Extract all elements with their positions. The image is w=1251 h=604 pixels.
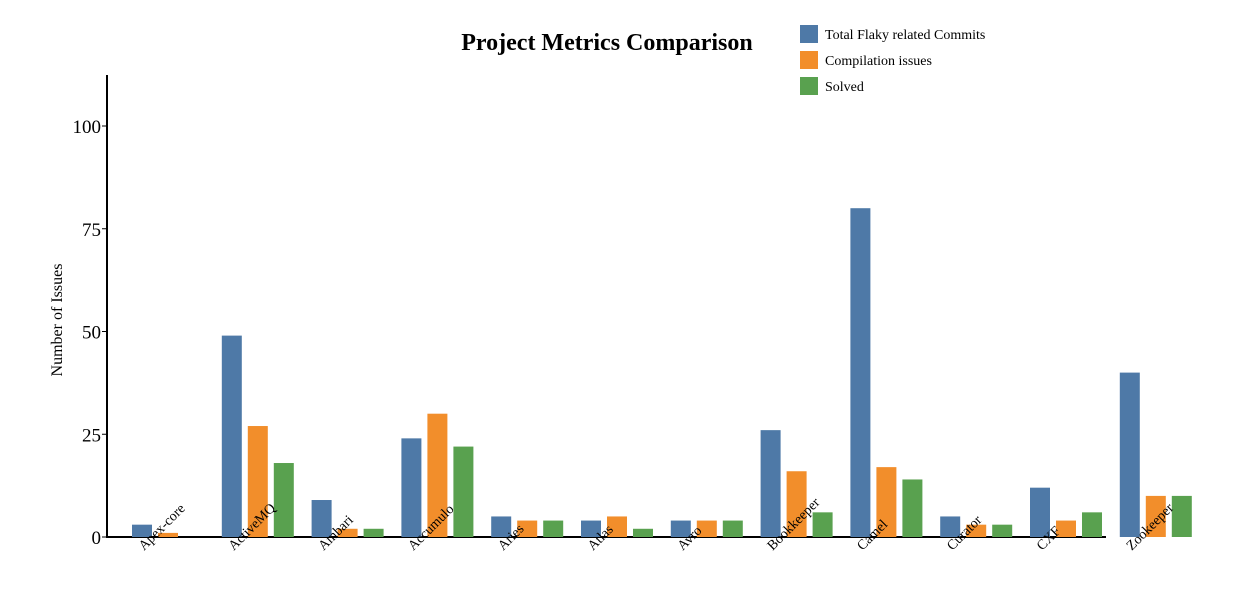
bar [607, 516, 627, 537]
y-axis: 0 25 50 75 100 [73, 75, 108, 549]
y-tick-label: 25 [82, 425, 101, 446]
bar [670, 520, 691, 537]
bar [850, 208, 871, 537]
bar [158, 532, 178, 537]
bar [363, 528, 384, 537]
bar [427, 413, 448, 537]
bar [966, 524, 987, 537]
bar [1119, 372, 1140, 537]
bar [517, 520, 538, 537]
y-tick-label: 0 [92, 528, 102, 549]
bar [453, 446, 474, 537]
bar [247, 426, 268, 537]
legend-label: Solved [825, 80, 864, 95]
bar [633, 528, 653, 537]
bar [760, 430, 781, 537]
bar [992, 524, 1013, 537]
bar [722, 520, 743, 537]
bar [273, 463, 294, 537]
bar [1171, 495, 1192, 537]
y-tick-label: 50 [82, 323, 101, 344]
legend-label: Total Flaky related Commits [825, 28, 985, 43]
bar [401, 438, 422, 537]
bar [1030, 487, 1050, 537]
bar [1056, 520, 1076, 537]
bar [311, 500, 332, 537]
bar [221, 335, 242, 537]
legend-swatch [800, 77, 818, 95]
bar [902, 479, 923, 537]
bar [337, 528, 358, 537]
chart-title: Project Metrics Comparison [461, 30, 752, 56]
bar [786, 471, 807, 537]
bar [940, 516, 961, 537]
bar [581, 520, 601, 537]
bar [132, 524, 152, 537]
legend-label: Compilation issues [825, 54, 932, 69]
legend: Total Flaky related Commits Compilation i… [800, 25, 985, 95]
y-tick-label: 100 [73, 117, 102, 138]
bar [543, 520, 564, 537]
bars [132, 208, 1192, 537]
legend-swatch [800, 25, 818, 43]
y-tick-label: 75 [82, 220, 101, 241]
bar [812, 512, 833, 537]
bar [491, 516, 512, 537]
bar [1082, 512, 1102, 537]
y-axis-title: Number of Issues [49, 264, 66, 377]
bar [876, 467, 897, 537]
bar [696, 520, 717, 537]
bar [1145, 495, 1166, 537]
legend-swatch [800, 51, 818, 69]
